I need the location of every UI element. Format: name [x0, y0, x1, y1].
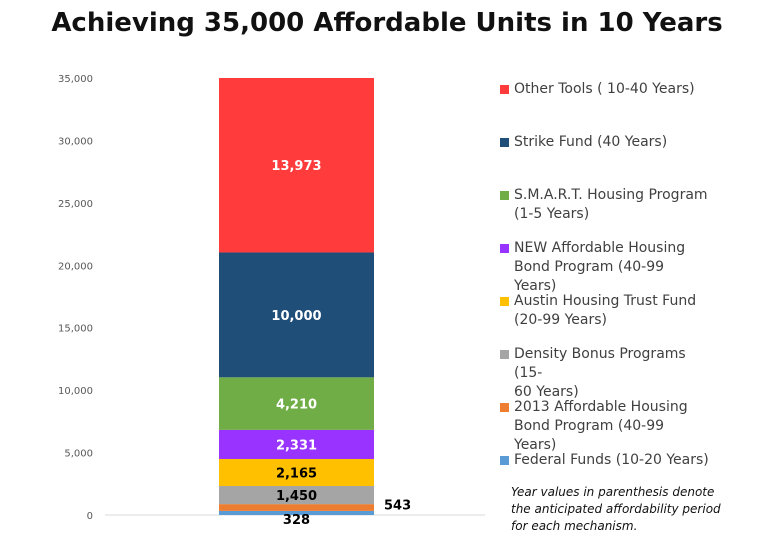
- y-tick-label: 20,000: [58, 261, 93, 272]
- legend-label-line: Federal Funds (10-20 Years): [514, 452, 709, 468]
- bar-segment-2: [219, 486, 374, 505]
- legend-label-line: Bond Program (40-99 Years): [514, 418, 665, 453]
- legend-label-line: Other Tools ( 10-40 Years): [514, 81, 695, 97]
- bar-segment-0: [219, 510, 374, 515]
- legend-label: NEW Affordable Housing Bond Program (40-9…: [514, 239, 709, 296]
- legend-label-line: (20-99 Years): [514, 312, 607, 328]
- legend-item: Federal Funds (10-20 Years): [500, 451, 770, 470]
- legend-swatch: [500, 85, 509, 94]
- y-tick-label: 10,000: [58, 386, 93, 397]
- legend-label-line: Density Bonus Programs (15-: [514, 346, 686, 381]
- y-tick-label: 30,000: [58, 136, 93, 147]
- legend-label: S.M.A.R.T. Housing Program (1-5 Years): [514, 186, 709, 224]
- data-label-4: 2,331: [276, 438, 317, 453]
- legend-item: Austin Housing Trust Fund (20-99 Years): [500, 292, 770, 330]
- bar-segment-1: [219, 504, 374, 511]
- legend-swatch: [500, 350, 509, 359]
- legend-item: Strike Fund (40 Years): [500, 133, 770, 152]
- legend-label: 2013 Affordable Housing Bond Program (40-…: [514, 398, 709, 455]
- legend-label-line: Bond Program (40-99 Years): [514, 259, 665, 294]
- legend-swatch: [500, 456, 509, 465]
- y-tick-label: 5,000: [64, 449, 93, 460]
- legend-label-line: 60 Years): [514, 384, 579, 400]
- y-tick-label: 0: [87, 511, 93, 522]
- data-label-3: 2,165: [276, 467, 317, 482]
- chart-title: Achieving 35,000 Affordable Units in 10 …: [51, 8, 723, 38]
- y-tick-label: 35,000: [58, 74, 93, 85]
- legend-label: Other Tools ( 10-40 Years): [514, 80, 709, 99]
- legend-item: Density Bonus Programs (15- 60 Years): [500, 345, 770, 402]
- legend-label-line: S.M.A.R.T. Housing Program: [514, 187, 708, 203]
- data-label-1: 543: [384, 499, 411, 514]
- legend-label: Federal Funds (10-20 Years): [514, 451, 709, 470]
- data-label-5: 4,210: [276, 398, 317, 413]
- data-label-2: 1,450: [276, 489, 317, 504]
- legend-label-line: (1-5 Years): [514, 206, 590, 222]
- legend-item: Other Tools ( 10-40 Years): [500, 80, 770, 99]
- legend-label-line: Austin Housing Trust Fund: [514, 293, 697, 309]
- bar-segment-7: [219, 78, 374, 253]
- data-label-6: 10,000: [271, 309, 321, 324]
- legend-label-line: 2013 Affordable Housing: [514, 399, 688, 415]
- chart-note: Year values in parenthesis denote the an…: [511, 485, 721, 533]
- legend-label: Strike Fund (40 Years): [514, 133, 709, 152]
- data-label-7: 13,973: [271, 159, 321, 174]
- legend-label-line: NEW Affordable Housing: [514, 240, 686, 256]
- legend-label-line: Strike Fund (40 Years): [514, 134, 668, 150]
- legend-swatch: [500, 297, 509, 306]
- data-label-0: 328: [283, 513, 310, 528]
- legend-item: NEW Affordable Housing Bond Program (40-9…: [500, 239, 770, 296]
- legend-label: Austin Housing Trust Fund (20-99 Years): [514, 292, 709, 330]
- bar-segment-4: [219, 429, 374, 459]
- y-tick-label: 25,000: [58, 199, 93, 210]
- bar-segment-6: [219, 252, 374, 378]
- legend-swatch: [500, 403, 509, 412]
- bar-segment-5: [219, 377, 374, 430]
- legend-swatch: [500, 244, 509, 253]
- legend-item: 2013 Affordable Housing Bond Program (40-…: [500, 398, 770, 455]
- legend-swatch: [500, 138, 509, 147]
- legend-label: Density Bonus Programs (15- 60 Years): [514, 345, 709, 402]
- bar-segment-3: [219, 458, 374, 487]
- y-tick-label: 15,000: [58, 324, 93, 335]
- legend-item: S.M.A.R.T. Housing Program (1-5 Years): [500, 186, 770, 224]
- legend-swatch: [500, 191, 509, 200]
